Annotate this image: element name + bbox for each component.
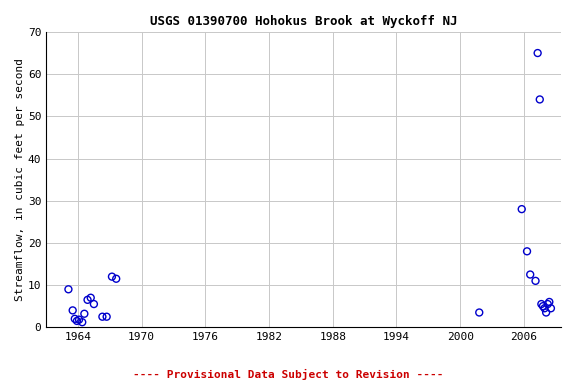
Point (546, 305, 555, 311)
Y-axis label: Streamflow, in cubic feet per second: Streamflow, in cubic feet per second (15, 58, 25, 301)
Point (543, 301, 552, 307)
Point (522, 248, 532, 254)
Point (540, 305, 549, 311)
Point (83, 297, 92, 303)
Point (545, 299, 554, 305)
Point (79, 311, 89, 317)
Point (86, 295, 96, 301)
Point (102, 314, 111, 320)
Point (535, 96, 544, 103)
Point (539, 303, 548, 309)
Point (98, 314, 107, 320)
Point (107, 273, 116, 280)
Point (475, 310, 484, 316)
Point (533, 50, 542, 56)
Point (68, 307, 77, 313)
Point (78, 319, 87, 325)
Point (112, 276, 121, 282)
Point (517, 206, 526, 212)
Point (531, 278, 540, 284)
Point (74, 316, 84, 323)
Title: USGS 01390700 Hohokus Brook at Wyckoff NJ: USGS 01390700 Hohokus Brook at Wyckoff N… (150, 15, 457, 28)
Point (541, 310, 551, 316)
Point (89, 301, 98, 307)
Point (537, 301, 546, 307)
Point (70, 316, 79, 322)
Point (64, 286, 73, 292)
Point (526, 271, 535, 278)
Point (73, 318, 82, 324)
Text: ---- Provisional Data Subject to Revision ----: ---- Provisional Data Subject to Revisio… (132, 369, 444, 380)
